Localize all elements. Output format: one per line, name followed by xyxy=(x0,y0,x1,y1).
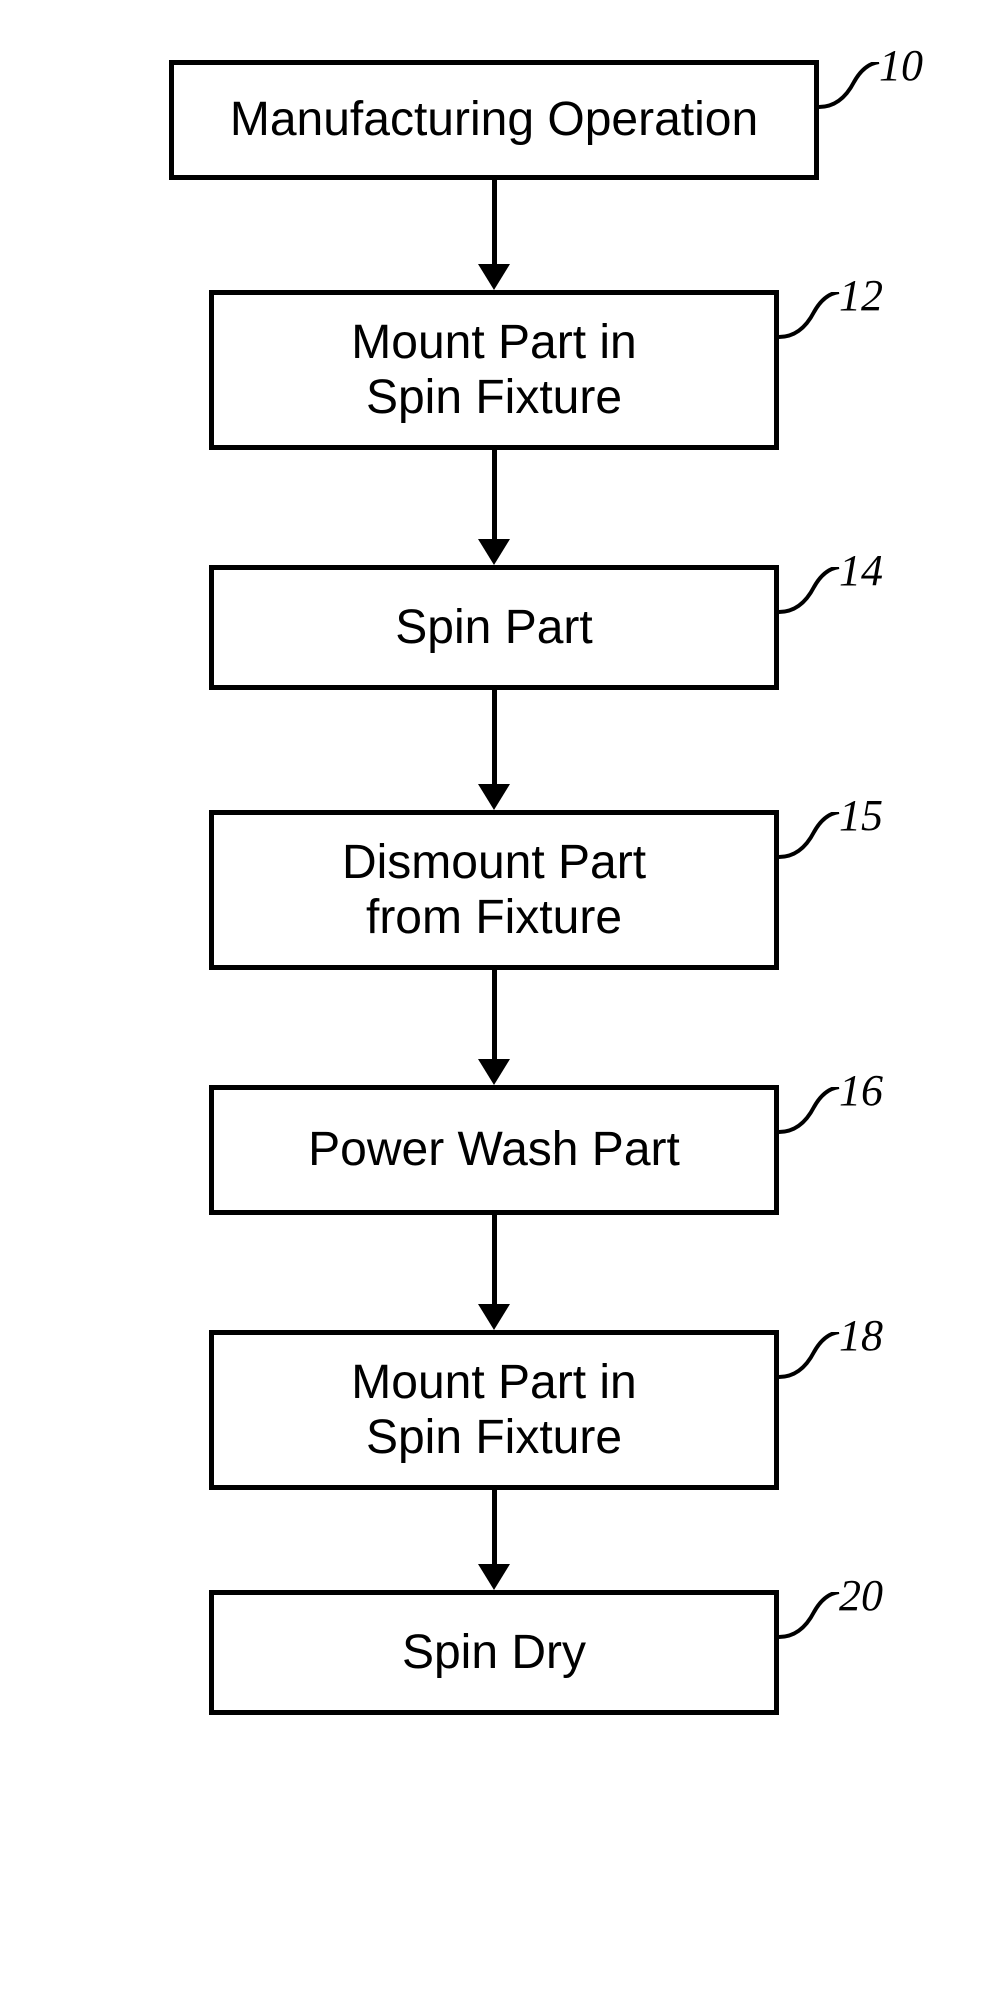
arrow-head-icon xyxy=(478,539,510,565)
arrow-down xyxy=(478,1215,510,1330)
step-text: Spin Fixture xyxy=(366,1410,622,1465)
arrow-down xyxy=(478,450,510,565)
reference-label: 16 xyxy=(839,1065,883,1116)
step-box: Manufacturing Operation xyxy=(169,60,819,180)
step-text: Spin Part xyxy=(395,600,592,655)
flowchart-step-7: Spin Dry20 xyxy=(209,1590,779,1715)
reference-label: 18 xyxy=(839,1310,883,1361)
step-text: Spin Fixture xyxy=(366,370,622,425)
step-box: Power Wash Part xyxy=(209,1085,779,1215)
arrow-down xyxy=(478,970,510,1085)
arrow-shaft xyxy=(492,1490,497,1564)
reference-label: 12 xyxy=(839,270,883,321)
arrow-shaft xyxy=(492,450,497,539)
step-box: Mount Part inSpin Fixture xyxy=(209,1330,779,1490)
step-text: Manufacturing Operation xyxy=(230,92,758,147)
flowchart-step-3: Spin Part14 xyxy=(209,565,779,690)
reference-label: 10 xyxy=(879,40,923,91)
reference-label: 14 xyxy=(839,545,883,596)
step-box: Spin Dry xyxy=(209,1590,779,1715)
arrow-head-icon xyxy=(478,784,510,810)
arrow-shaft xyxy=(492,970,497,1059)
flowchart-container: Manufacturing Operation10Mount Part inSp… xyxy=(0,0,988,1775)
flowchart-step-6: Mount Part inSpin Fixture18 xyxy=(209,1330,779,1490)
reference-label: 20 xyxy=(839,1570,883,1621)
arrow-head-icon xyxy=(478,1304,510,1330)
step-text: Power Wash Part xyxy=(308,1122,680,1177)
step-text: from Fixture xyxy=(366,890,622,945)
step-text: Dismount Part xyxy=(342,835,646,890)
arrow-head-icon xyxy=(478,1564,510,1590)
flowchart-step-2: Mount Part inSpin Fixture12 xyxy=(209,290,779,450)
arrow-shaft xyxy=(492,180,497,264)
flowchart-step-5: Power Wash Part16 xyxy=(209,1085,779,1215)
step-text: Spin Dry xyxy=(402,1625,586,1680)
arrow-head-icon xyxy=(478,1059,510,1085)
flowchart-step-1: Manufacturing Operation10 xyxy=(169,60,819,180)
reference-label: 15 xyxy=(839,790,883,841)
arrow-head-icon xyxy=(478,264,510,290)
step-box: Dismount Partfrom Fixture xyxy=(209,810,779,970)
arrow-down xyxy=(478,1490,510,1590)
arrow-shaft xyxy=(492,690,497,784)
flowchart-step-4: Dismount Partfrom Fixture15 xyxy=(209,810,779,970)
step-box: Spin Part xyxy=(209,565,779,690)
arrow-shaft xyxy=(492,1215,497,1304)
arrow-down xyxy=(478,180,510,290)
arrow-down xyxy=(478,690,510,810)
step-box: Mount Part inSpin Fixture xyxy=(209,290,779,450)
step-text: Mount Part in xyxy=(351,1355,636,1410)
step-text: Mount Part in xyxy=(351,315,636,370)
